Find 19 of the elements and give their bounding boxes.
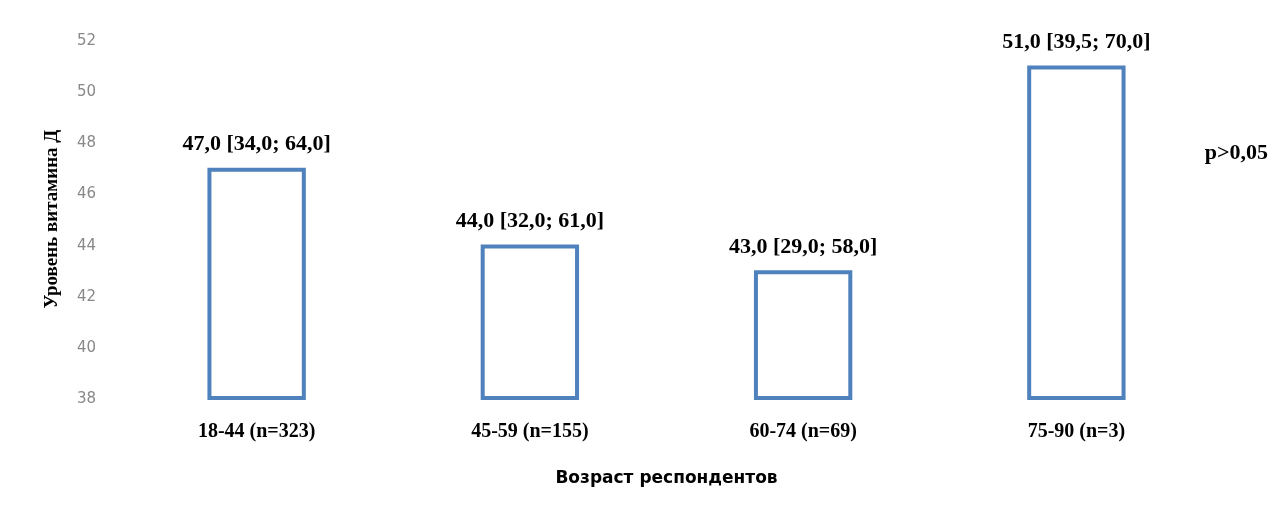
y-tick-label: 52	[76, 31, 96, 49]
x-axis-title: Возраст респондентов	[555, 466, 778, 487]
x-tick-label: 75-90 (n=3)	[1027, 419, 1126, 442]
y-tick-label: 48	[76, 133, 96, 152]
x-tick-label: 18-44 (n=323)	[197, 419, 316, 442]
data-label: 47,0 [34,0; 64,0]	[182, 130, 331, 156]
y-tick-label: 38	[76, 389, 96, 407]
y-tick-label: 46	[76, 184, 96, 203]
x-tick-label: 60-74 (n=69)	[749, 419, 857, 442]
y-axis-title: Уровень витамина Д	[40, 129, 61, 309]
y-tick-label: 50	[76, 82, 96, 101]
x-tick-label: 45-59 (n=155)	[471, 419, 589, 442]
y-tick-label: 42	[76, 286, 96, 305]
data-label: 43,0 [29,0; 58,0]	[728, 232, 878, 258]
annotation: p>0,05	[1204, 138, 1269, 164]
data-label: 44,0 [32,0; 61,0]	[455, 207, 605, 233]
data-label: 51,0 [39,5; 70,0]	[1002, 28, 1151, 54]
y-tick-label: 40	[76, 337, 96, 356]
y-tick-label: 44	[76, 235, 96, 254]
